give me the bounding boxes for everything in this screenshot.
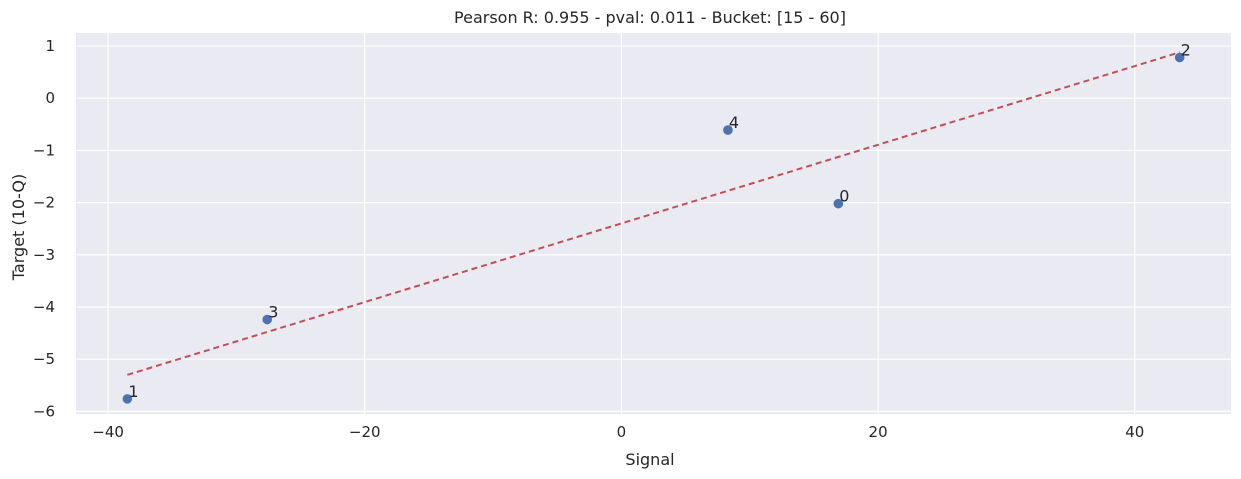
fit-line-group <box>127 51 1180 376</box>
points-group: 0 1 2 3 4 <box>122 41 1191 404</box>
y-tick-label: −3 <box>33 246 55 264</box>
y-axis-label: Target (10-Q) <box>9 174 28 281</box>
y-tick-label: −5 <box>33 350 55 368</box>
data-point <box>262 314 273 325</box>
point-label: 1 <box>128 382 138 401</box>
data-point <box>723 125 733 135</box>
y-tick-label: 0 <box>45 89 55 107</box>
y-tick-label: −4 <box>33 298 55 316</box>
y-tick-label: 1 <box>45 37 55 55</box>
data-point <box>1174 52 1185 63</box>
fit-line <box>127 51 1180 376</box>
y-tick-label: −2 <box>33 194 55 212</box>
x-tick-label: 0 <box>617 423 627 441</box>
x-tick-label: −20 <box>349 423 381 441</box>
x-axis-label: Signal <box>625 450 674 469</box>
chart-title: Pearson R: 0.955 - pval: 0.011 - Bucket:… <box>454 8 846 27</box>
grid <box>76 33 1231 414</box>
point-label: 2 <box>1181 41 1191 60</box>
point-label: 4 <box>729 113 739 132</box>
data-point <box>833 198 844 209</box>
x-tick-label: −40 <box>92 423 124 441</box>
x-tick-label: 20 <box>869 423 888 441</box>
x-tick-label: 40 <box>1125 423 1144 441</box>
y-tick-label: −6 <box>33 402 55 420</box>
point-label: 3 <box>268 303 278 322</box>
point-label: 0 <box>839 187 849 206</box>
y-tick-label: −1 <box>33 141 55 159</box>
data-point <box>122 394 133 404</box>
